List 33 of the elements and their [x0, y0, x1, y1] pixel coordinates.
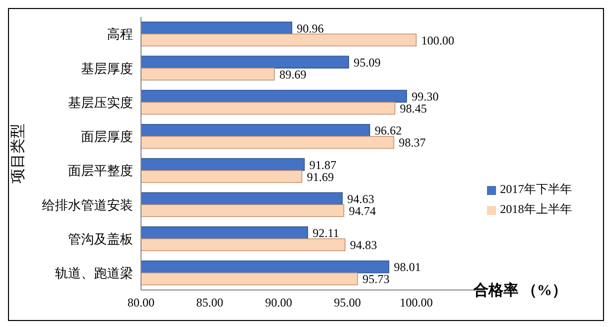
legend-label: 2018年上半年: [500, 202, 572, 216]
y-tick-label: 面层平整度: [68, 163, 133, 178]
x-axis-title: 合格率 （%）: [473, 281, 567, 300]
x-tick-label: 95.00: [334, 296, 361, 310]
y-tick-label: 基层压实度: [68, 94, 133, 110]
data-label: 90.96: [296, 21, 324, 36]
x-tick-label: 85.00: [196, 296, 224, 310]
data-label: 100.00: [421, 33, 454, 48]
data-label: 99.30: [412, 90, 439, 104]
y-tick-label: 基层厚度: [81, 60, 133, 76]
x-tick-label: 80.00: [128, 296, 154, 310]
data-label: 98.45: [400, 102, 427, 116]
data-label: 95.09: [354, 55, 381, 70]
data-label: 92.11: [312, 226, 340, 240]
data-label: 96.62: [374, 124, 402, 138]
y-tick-label: 管沟及盖板: [68, 231, 133, 246]
data-label: 98.01: [394, 260, 421, 274]
data-label: 98.37: [398, 136, 426, 150]
data-label: 95.73: [362, 272, 390, 286]
legend-label: 2017年下半年: [500, 182, 572, 196]
x-tick-label: 90.00: [265, 296, 292, 310]
data-label: 94.74: [348, 204, 376, 218]
y-axis-title: 项目类型: [9, 124, 26, 184]
y-tick-label: 给排水管道安装: [42, 197, 133, 212]
data-label: 94.83: [350, 238, 378, 252]
data-label: 89.69: [279, 67, 306, 82]
data-label: 94.63: [347, 192, 374, 206]
data-label: 91.87: [309, 158, 336, 172]
x-tick-label: 100.00: [400, 296, 433, 310]
y-tick-label: 高程: [107, 26, 133, 42]
data-label: 91.69: [306, 170, 334, 184]
y-tick-label: 面层厚度: [81, 129, 133, 144]
y-tick-label: 轨道、跑道梁: [55, 266, 133, 281]
